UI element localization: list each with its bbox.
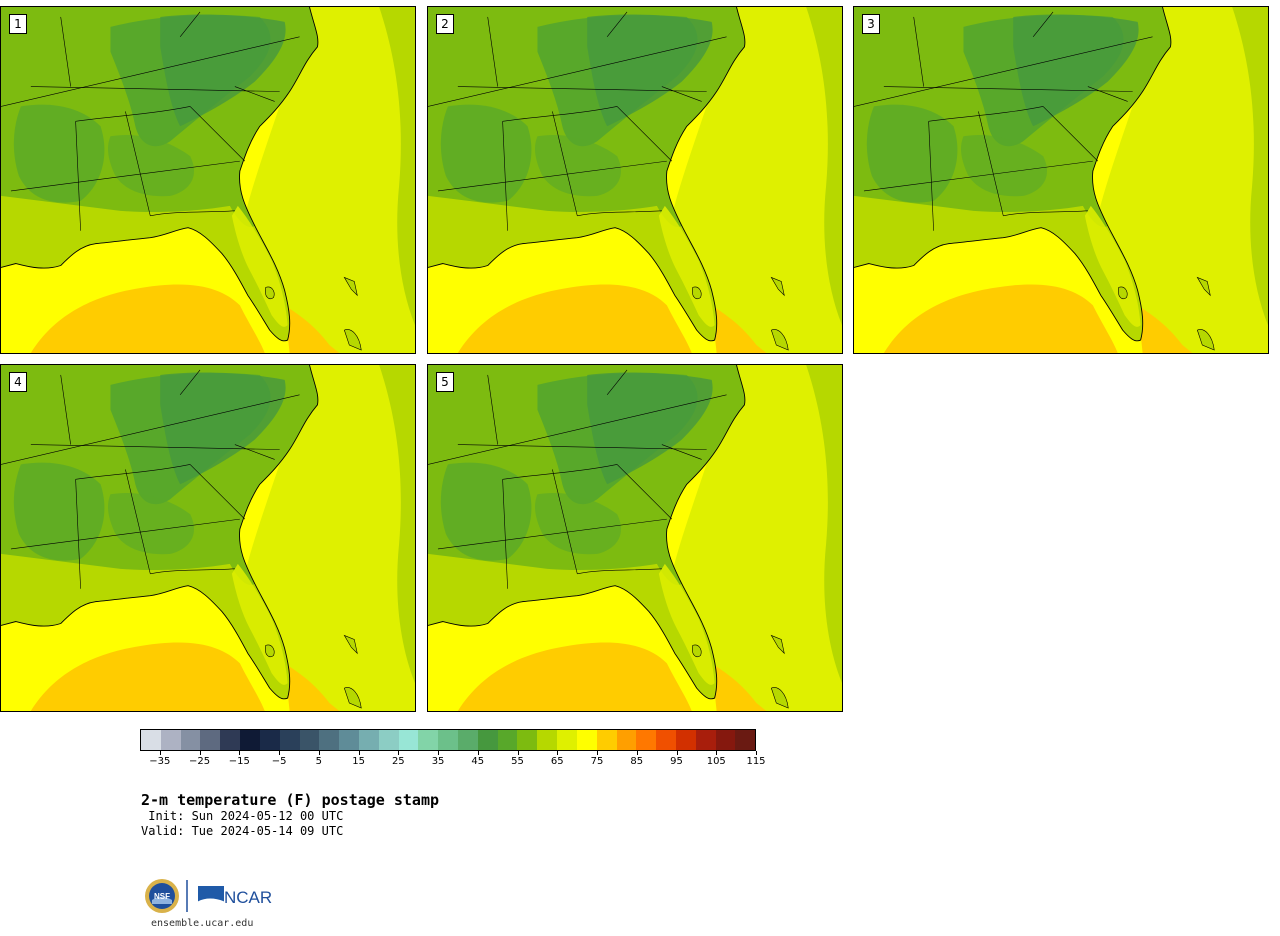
colorbar-tick-label: 5 xyxy=(315,756,323,767)
colorbar-tick-mark xyxy=(517,751,519,755)
colorbar-segment xyxy=(517,730,538,750)
colorbar-segment xyxy=(339,730,359,750)
colorbar-segment xyxy=(200,730,221,750)
map-panel-5: 5 xyxy=(427,364,843,712)
colorbar-tick-mark xyxy=(716,751,718,755)
panel-number-label: 3 xyxy=(862,14,880,34)
colorbar-tick-label: 35 xyxy=(431,756,445,767)
colorbar-tick-label: −25 xyxy=(189,756,211,767)
panel-number-label: 5 xyxy=(436,372,454,392)
temperature-map xyxy=(854,7,1268,353)
temperature-map xyxy=(428,365,842,711)
footer-url: ensemble.ucar.edu xyxy=(151,918,254,929)
colorbar-tick-mark xyxy=(477,751,479,755)
temperature-map xyxy=(428,7,842,353)
temperature-map xyxy=(1,7,415,353)
panel-number-label: 1 xyxy=(9,14,27,34)
colorbar-segment xyxy=(557,730,577,750)
colorbar-segment xyxy=(398,730,419,750)
colorbar-tick-label: −15 xyxy=(228,756,250,767)
map-panel-1: 1 xyxy=(0,6,416,354)
colorbar-segment xyxy=(180,730,201,750)
colorbar-tick-label: 115 xyxy=(746,756,766,767)
colorbar-segment xyxy=(259,730,280,750)
ncar-logo: NCAR xyxy=(197,886,272,907)
colorbar-tick-label: 75 xyxy=(590,756,604,767)
colorbar-tick-label: −35 xyxy=(149,756,171,767)
colorbar-segment xyxy=(636,730,657,750)
colorbar-tick-label: 85 xyxy=(630,756,644,767)
colorbar-tick-mark xyxy=(159,751,161,755)
colorbar-tick-label: 65 xyxy=(550,756,564,767)
colorbar-segment xyxy=(378,730,399,750)
colorbar-segment xyxy=(596,730,617,750)
colorbar-tick-mark xyxy=(398,751,400,755)
colorbar-segment xyxy=(715,730,736,750)
colorbar-segment xyxy=(358,730,379,750)
colorbar-tick-label: 15 xyxy=(352,756,365,767)
panel-number-label: 2 xyxy=(436,14,454,34)
colorbar-tick-mark xyxy=(239,751,241,755)
colorbar-tick-mark xyxy=(358,751,360,755)
colorbar-segment xyxy=(279,730,300,750)
colorbar-segment xyxy=(616,730,637,750)
colorbar-segment xyxy=(141,730,161,750)
colorbar-tick-mark xyxy=(636,751,638,755)
valid-time: Valid: Tue 2024-05-14 09 UTC xyxy=(141,824,344,838)
nsf-logo: NSF xyxy=(145,879,179,913)
logo-area: NSF NCAR xyxy=(144,876,284,916)
colorbar-segment xyxy=(656,730,676,750)
colorbar-segment xyxy=(477,730,498,750)
colorbar-tick-mark xyxy=(279,751,281,755)
colorbar-tick-mark xyxy=(199,751,201,755)
colorbar-tick-mark xyxy=(318,751,320,755)
map-panel-4: 4 xyxy=(0,364,416,712)
colorbar-segment xyxy=(299,730,320,750)
temperature-map xyxy=(1,365,415,711)
colorbar-tick-label: 25 xyxy=(391,756,405,767)
nsf-logo-text: NSF xyxy=(154,892,170,901)
colorbar-segment xyxy=(458,730,478,750)
colorbar-segment xyxy=(438,730,458,750)
map-panel-3: 3 xyxy=(853,6,1269,354)
map-panel-2: 2 xyxy=(427,6,843,354)
colorbar-segment xyxy=(319,730,340,750)
chart-title: 2-m temperature (F) postage stamp xyxy=(141,791,440,809)
colorbar-tick-mark xyxy=(557,751,559,755)
colorbar-segment xyxy=(695,730,716,750)
colorbar-tick-mark xyxy=(597,751,599,755)
colorbar-tick-mark xyxy=(756,751,757,755)
colorbar-segment xyxy=(675,730,696,750)
colorbar-segment xyxy=(240,730,260,750)
colorbar-tick-mark xyxy=(438,751,440,755)
colorbar-tick-label: −5 xyxy=(271,756,287,767)
colorbar-segment xyxy=(220,730,241,750)
ncar-logo-text: NCAR xyxy=(224,888,272,907)
temperature-colorbar xyxy=(140,729,756,751)
colorbar-segment xyxy=(418,730,439,750)
colorbar-segment xyxy=(497,730,518,750)
colorbar-segment xyxy=(160,730,181,750)
init-time: Init: Sun 2024-05-12 00 UTC xyxy=(141,809,344,823)
nsf-ncar-logo: NSF NCAR xyxy=(145,879,272,913)
colorbar-tick-mark xyxy=(676,751,678,755)
colorbar-segment xyxy=(576,730,597,750)
colorbar-tick-labels: −35 −25 −15 −5 5 15 25 35 45 55 65 75 85 95 105 115 xyxy=(140,751,766,770)
colorbar-tick-label: 55 xyxy=(511,756,524,767)
colorbar-segment xyxy=(735,730,756,750)
colorbar-tick-label: 45 xyxy=(471,756,485,767)
colorbar-tick-label: 105 xyxy=(706,756,726,767)
colorbar-tick-label: 95 xyxy=(670,756,683,767)
panel-number-label: 4 xyxy=(9,372,27,392)
colorbar-segment xyxy=(537,730,558,750)
